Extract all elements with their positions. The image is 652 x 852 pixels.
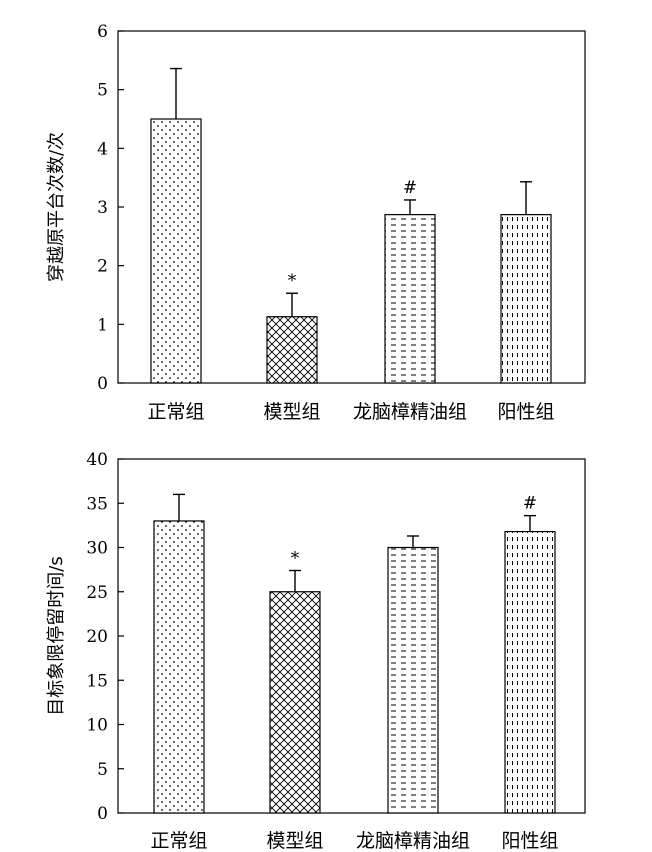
significance-mark: # (523, 494, 537, 514)
bar (269, 591, 321, 814)
y-tick-label: 0 (97, 804, 108, 824)
y-tick-label: 5 (97, 81, 108, 101)
bar (504, 530, 556, 814)
category-label: 模型组 (266, 830, 323, 852)
y-axis-label: 目标象限停留时间/s (46, 556, 67, 715)
category-label: 阳性组 (501, 830, 558, 852)
y-tick-label: 30 (86, 539, 108, 559)
y-tick-label: 20 (86, 627, 108, 647)
category-label: 阳性组 (497, 401, 554, 423)
y-tick-label: 3 (97, 198, 108, 218)
y-tick-label: 2 (97, 257, 108, 277)
y-axis-label: 穿越原平台次数/次 (46, 132, 67, 282)
bar (500, 214, 552, 384)
significance-mark: * (288, 271, 297, 291)
y-tick-label: 25 (86, 583, 108, 603)
significance-mark: # (403, 178, 417, 198)
y-tick-label: 15 (86, 671, 108, 691)
bar (266, 316, 318, 384)
y-tick-label: 1 (97, 315, 108, 335)
y-tick-label: 4 (97, 139, 108, 159)
significance-mark: * (291, 549, 300, 569)
category-label: 模型组 (263, 401, 320, 423)
bar (153, 520, 205, 814)
category-label: 龙脑樟精油组 (356, 830, 470, 852)
category-label: 正常组 (150, 830, 207, 852)
bar (150, 118, 202, 384)
y-tick-label: 10 (86, 716, 108, 736)
y-tick-label: 5 (97, 760, 108, 780)
category-label: 正常组 (147, 401, 204, 423)
y-tick-label: 0 (97, 374, 108, 394)
category-label: 龙脑樟精油组 (353, 401, 467, 423)
bar (384, 214, 436, 384)
bar (387, 546, 439, 814)
y-tick-label: 6 (97, 22, 108, 42)
y-tick-label: 35 (86, 494, 108, 514)
y-tick-label: 40 (86, 450, 108, 470)
chart-quadrant-time: 0 5 10 15 20 25 30 35 40 目标象限停留时间/s 正常组 * 模型组 龙脑樟精油组 #… (46, 450, 586, 852)
